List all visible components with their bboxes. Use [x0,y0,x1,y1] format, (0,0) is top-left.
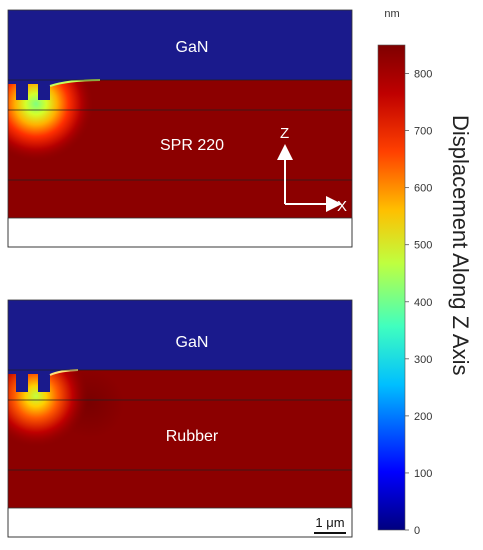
colorbar-ticks: 0 100 200 300 400 500 600 700 800 [405,69,432,537]
colorbar-tick-label: 200 [414,411,432,423]
top-spr-label: SPR 220 [160,137,224,154]
colorbar-gradient [377,44,406,531]
colorbar-title: Displacement Along Z Axis [448,115,473,376]
bottom-displacement-hotspot [8,370,352,508]
colorbar: nm 0 100 200 300 400 500 600 700 800 [377,8,432,537]
top-base-layer [7,217,353,248]
bottom-panel: GaN Rubber 1 μm [7,299,353,538]
top-gan-layer [8,10,352,100]
scale-bar: 1 μm [314,515,346,534]
top-panel: GaN SPR 220 Z X [7,9,353,248]
top-frame [7,9,353,248]
z-axis-label: Z [280,125,289,142]
scale-bar-label: 1 μm [315,515,344,530]
top-displacement-hotspot [8,80,352,218]
colorbar-tick-label: 0 [414,525,420,537]
colorbar-tick-label: 400 [414,297,432,309]
top-gan-label: GaN [176,39,209,56]
colorbar-unit: nm [384,8,399,20]
colorbar-tick-label: 600 [414,183,432,195]
colorbar-tick-label: 100 [414,468,432,480]
colorbar-tick-label: 700 [414,126,432,138]
bottom-frame [7,299,353,538]
colorbar-tick-label: 500 [414,240,432,252]
axis-indicator: Z X [277,125,347,215]
colorbar-tick-label: 300 [414,354,432,366]
bottom-gan-layer [8,300,352,392]
bottom-rubber-label: Rubber [166,428,219,445]
x-axis-label: X [337,198,347,215]
colorbar-tick-label: 800 [414,69,432,81]
bottom-base-layer [7,507,353,538]
bottom-gan-label: GaN [176,334,209,351]
